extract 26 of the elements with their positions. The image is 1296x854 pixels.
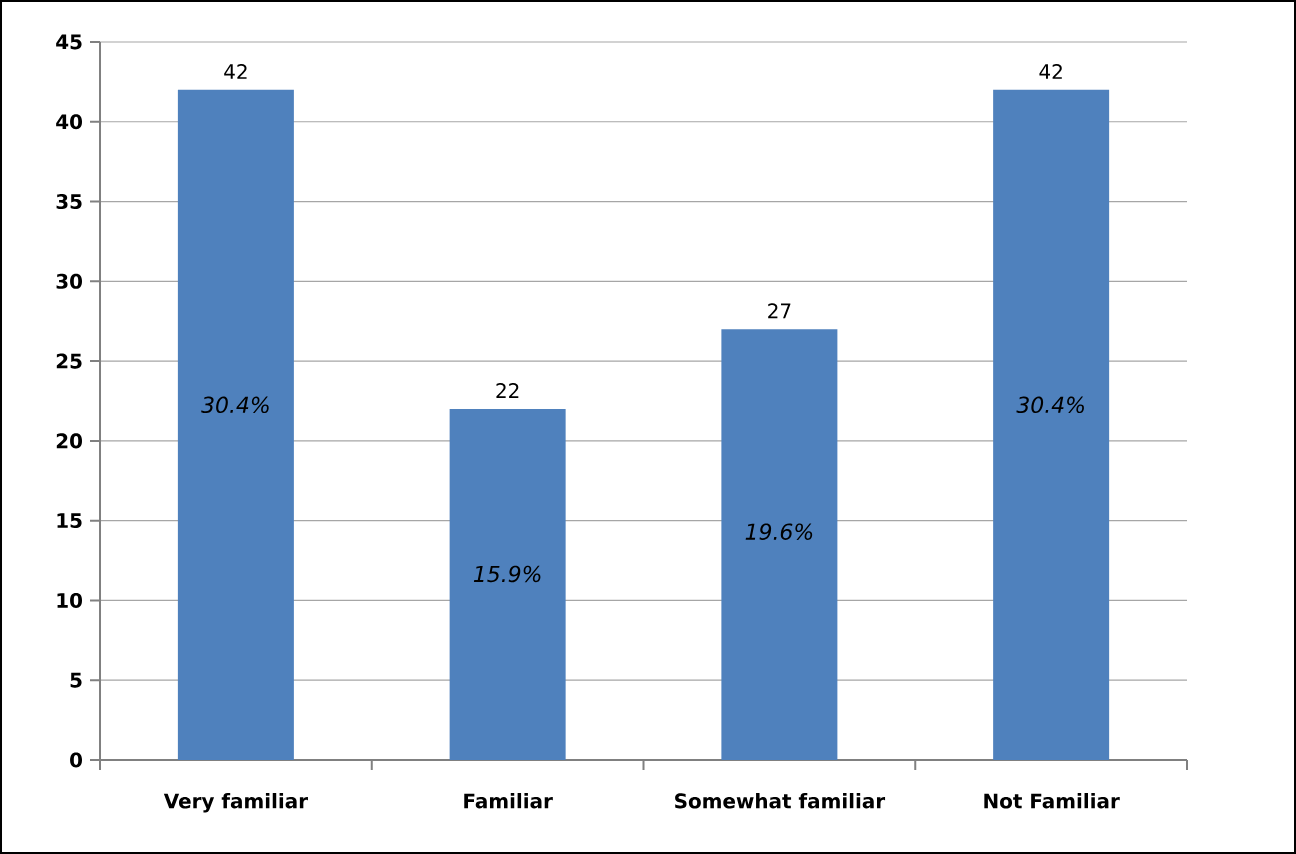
y-tick-label: 25 xyxy=(56,353,82,369)
y-tick-label: 40 xyxy=(56,114,83,130)
bar xyxy=(721,329,838,760)
x-tick-label: Very familiar xyxy=(163,793,308,813)
annotation: 19.6% xyxy=(745,523,813,540)
bar xyxy=(449,408,566,760)
annotation: 30.4% xyxy=(1016,396,1084,414)
bar xyxy=(177,89,294,760)
y-tick-label: 15 xyxy=(57,513,82,529)
bar xyxy=(993,89,1110,760)
data-label: 27 xyxy=(768,303,791,319)
y-tick-label: 10 xyxy=(57,592,83,608)
data-label: 42 xyxy=(224,64,247,79)
y-tick-label: 5 xyxy=(70,672,82,688)
y-tick-label: 20 xyxy=(56,433,83,449)
y-tick-label: 35 xyxy=(56,193,82,210)
annotation: 30.4% xyxy=(201,396,269,414)
y-tick-label: 0 xyxy=(70,752,83,768)
y-tick-label: 45 xyxy=(56,34,82,50)
x-tick-label: Somewhat familiar xyxy=(675,793,886,809)
x-tick-label: Familiar xyxy=(464,793,553,809)
annotation: 15.9% xyxy=(473,565,541,583)
data-label: 22 xyxy=(496,383,519,398)
data-label: 42 xyxy=(1039,64,1062,79)
y-tick-label: 30 xyxy=(56,273,83,289)
x-tick-label: Not Familiar xyxy=(984,793,1120,809)
